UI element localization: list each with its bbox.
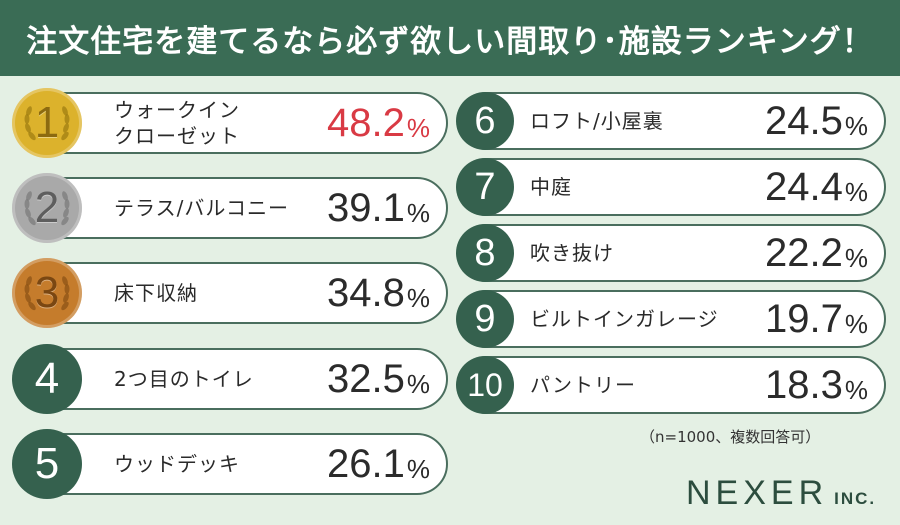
item-label: ロフト/小屋裏 — [530, 109, 664, 133]
rank-number: 5 — [34, 439, 60, 488]
item-label: 2つ目のトイレ — [114, 367, 254, 391]
rank-number: 8 — [474, 231, 496, 274]
item-percentage: 18.3% — [765, 358, 868, 412]
ranking-item: 3 床下収納 34.8% — [12, 258, 448, 328]
item-percentage: 24.4% — [765, 160, 868, 214]
percentage-unit: % — [406, 368, 430, 399]
rank-badge: 8 — [456, 224, 514, 282]
rank-number: 9 — [474, 297, 496, 340]
item-percentage: 48.2% — [327, 94, 430, 152]
rank-number: 6 — [474, 99, 496, 142]
item-label: ウォークイン クローゼット — [114, 98, 240, 148]
percentage-value: 24.5 — [765, 98, 843, 143]
rank-number: 4 — [34, 354, 60, 403]
percentage-value: 34.8 — [327, 270, 405, 315]
item-percentage: 19.7% — [765, 292, 868, 346]
ranking-item: 2 テラス/バルコニー 39.1% — [12, 173, 448, 243]
rank-badge: 6 — [456, 92, 514, 150]
percentage-value: 48.2 — [327, 100, 405, 145]
percentage-unit: % — [406, 197, 430, 228]
item-percentage: 22.2% — [765, 226, 868, 280]
item-percentage: 39.1% — [327, 179, 430, 237]
percentage-value: 22.2 — [765, 230, 843, 275]
rank-number: 10 — [467, 366, 503, 403]
rank-number: 2 — [34, 183, 60, 232]
rank-medal: 3 — [12, 258, 82, 328]
item-percentage: 34.8% — [327, 264, 430, 322]
percentage-unit: % — [844, 110, 868, 141]
percentage-unit: % — [844, 176, 868, 207]
item-label: 中庭 — [530, 175, 572, 199]
item-label: ウッドデッキ — [114, 452, 240, 476]
percentage-unit: % — [406, 282, 430, 313]
ranking-item: 7 中庭 24.4% — [456, 158, 886, 216]
percentage-value: 39.1 — [327, 185, 405, 230]
rank-number: 7 — [474, 165, 496, 208]
logo-main-text: NEXER — [686, 474, 829, 512]
laurel-icon — [24, 276, 70, 311]
logo-sub-text: INC. — [834, 489, 877, 508]
ranking-item: 10 パントリー 18.3% — [456, 356, 886, 414]
ranking-item: 5 ウッドデッキ 26.1% — [12, 429, 448, 499]
percentage-unit: % — [844, 242, 868, 273]
rank-badge: 10 — [456, 356, 514, 414]
item-label: パントリー — [530, 373, 636, 397]
item-label: 吹き抜け — [530, 241, 614, 265]
percentage-value: 19.7 — [765, 296, 843, 341]
percentage-unit: % — [844, 308, 868, 339]
item-label: テラス/バルコニー — [114, 196, 289, 220]
ranking-item: 9 ビルトインガレージ 19.7% — [456, 290, 886, 348]
company-logo: NEXER INC. — [686, 474, 876, 513]
item-label: ビルトインガレージ — [530, 307, 719, 331]
rank-medal: 1 — [12, 88, 82, 158]
rank-number: 3 — [34, 268, 60, 317]
percentage-unit: % — [844, 374, 868, 405]
percentage-value: 26.1 — [327, 441, 405, 486]
rank-badge: 5 — [12, 429, 82, 499]
title-bar: 注文住宅を建てるなら必ず欲しい間取り･施設ランキング！ — [0, 0, 900, 76]
percentage-unit: % — [406, 112, 430, 143]
laurel-icon — [24, 106, 70, 141]
item-percentage: 24.5% — [765, 94, 868, 148]
ranking-item: 8 吹き抜け 22.2% — [456, 224, 886, 282]
rank-number: 1 — [34, 98, 60, 147]
chart-title: 注文住宅を建てるなら必ず欲しい間取り･施設ランキング！ — [26, 23, 874, 60]
percentage-unit: % — [406, 453, 430, 484]
item-label: 床下収納 — [114, 281, 198, 305]
rank-badge: 4 — [12, 344, 82, 414]
percentage-value: 32.5 — [327, 356, 405, 401]
sample-note: （n=1000、複数回答可） — [640, 428, 821, 446]
item-percentage: 32.5% — [327, 350, 430, 408]
rank-badge: 7 — [456, 158, 514, 216]
percentage-value: 24.4 — [765, 164, 843, 209]
item-percentage: 26.1% — [327, 435, 430, 493]
ranking-item: 4 2つ目のトイレ 32.5% — [12, 344, 448, 414]
rank-badge: 9 — [456, 290, 514, 348]
percentage-value: 18.3 — [765, 362, 843, 407]
laurel-icon — [24, 191, 70, 226]
rank-medal: 2 — [12, 173, 82, 243]
ranking-item: 1 ウォークイン クローゼット 48.2% — [12, 88, 448, 158]
ranking-item: 6 ロフト/小屋裏 24.5% — [456, 92, 886, 150]
